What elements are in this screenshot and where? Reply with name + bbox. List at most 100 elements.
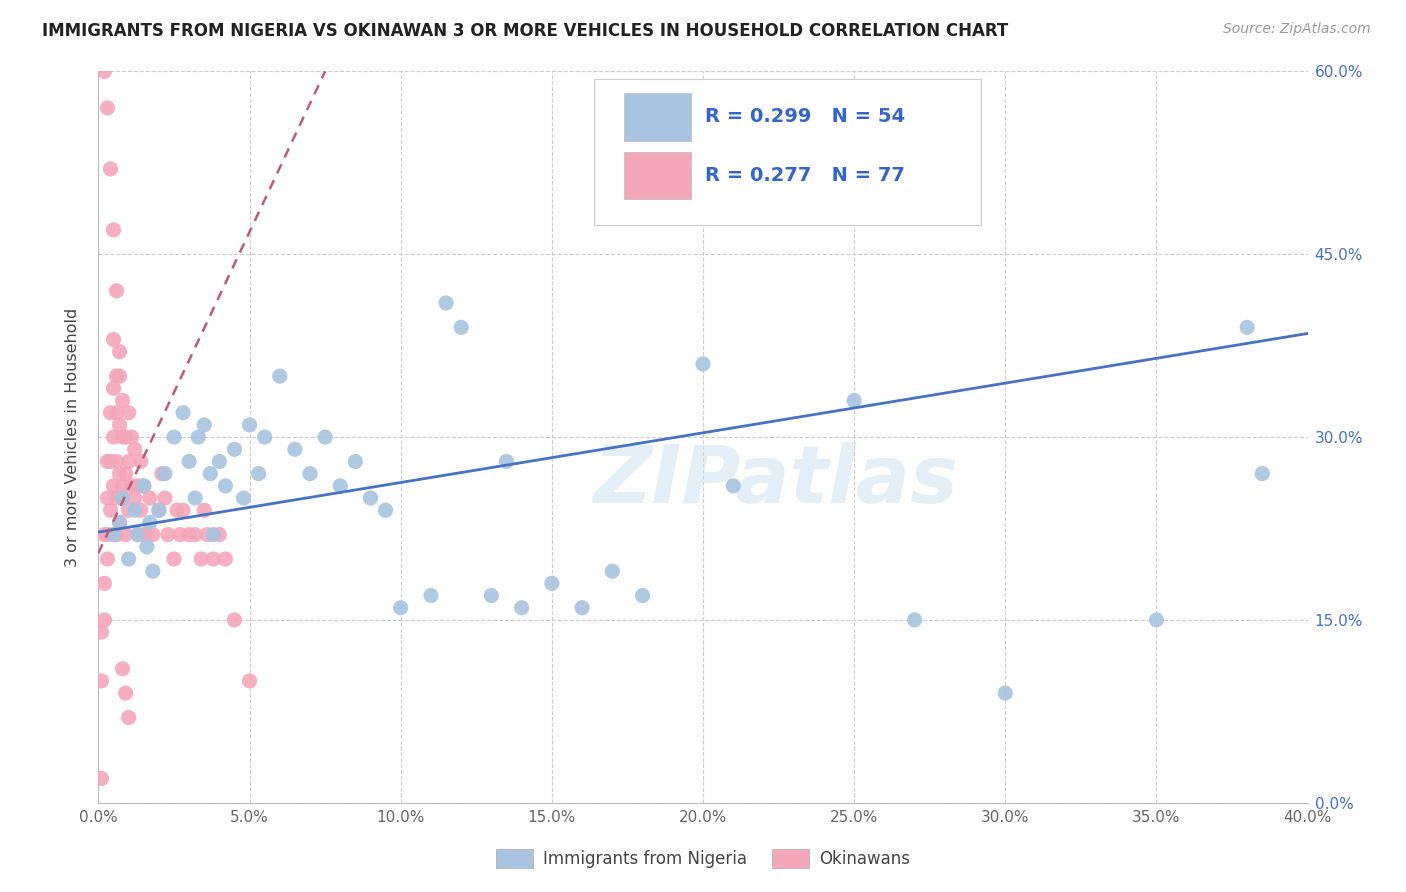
Point xyxy=(602,564,624,578)
Point xyxy=(202,552,225,566)
Point xyxy=(232,491,254,505)
Point xyxy=(190,552,212,566)
Point xyxy=(299,467,322,481)
Point xyxy=(540,576,562,591)
Point xyxy=(163,430,186,444)
Point xyxy=(96,552,118,566)
Point xyxy=(96,491,118,505)
Point xyxy=(153,467,176,481)
Point xyxy=(108,417,131,432)
Point xyxy=(111,491,134,505)
Point xyxy=(124,442,146,457)
Point xyxy=(114,467,136,481)
Point xyxy=(142,527,165,541)
Text: ZIPatlas: ZIPatlas xyxy=(593,442,957,520)
Point xyxy=(195,527,218,541)
Point xyxy=(103,527,125,541)
Point xyxy=(142,564,165,578)
Point xyxy=(103,223,125,237)
Point xyxy=(169,527,191,541)
FancyBboxPatch shape xyxy=(624,94,690,141)
Point xyxy=(127,479,149,493)
Point xyxy=(114,527,136,541)
Point xyxy=(172,406,194,420)
Point xyxy=(247,467,270,481)
Point xyxy=(90,673,112,688)
Point xyxy=(450,320,472,334)
Point xyxy=(1144,613,1167,627)
Point xyxy=(224,442,246,457)
Legend: Immigrants from Nigeria, Okinawans: Immigrants from Nigeria, Okinawans xyxy=(489,842,917,875)
Point xyxy=(420,589,443,603)
Point xyxy=(100,503,122,517)
Point xyxy=(135,540,157,554)
Point xyxy=(200,467,222,481)
Point xyxy=(132,527,155,541)
Point xyxy=(510,600,533,615)
Point xyxy=(118,503,141,517)
Point xyxy=(389,600,412,615)
Point xyxy=(108,467,131,481)
FancyBboxPatch shape xyxy=(595,78,981,225)
Point xyxy=(723,479,745,493)
Point xyxy=(214,552,236,566)
Point xyxy=(179,454,201,468)
Point xyxy=(96,101,118,115)
Point xyxy=(108,516,131,530)
Text: Source: ZipAtlas.com: Source: ZipAtlas.com xyxy=(1223,22,1371,37)
Point xyxy=(495,454,517,468)
Point xyxy=(156,527,179,541)
Point xyxy=(184,491,207,505)
Point xyxy=(103,333,125,347)
Point xyxy=(193,417,215,432)
Point xyxy=(163,552,186,566)
Point xyxy=(153,491,176,505)
Point xyxy=(193,503,215,517)
Point xyxy=(93,527,115,541)
Point xyxy=(148,503,170,517)
Point xyxy=(253,430,276,444)
Point xyxy=(111,479,134,493)
Point xyxy=(202,527,225,541)
FancyBboxPatch shape xyxy=(624,152,690,200)
Point xyxy=(360,491,382,505)
Point xyxy=(105,284,128,298)
Point xyxy=(103,381,125,395)
Point xyxy=(96,527,118,541)
Point xyxy=(269,369,291,384)
Point xyxy=(127,527,149,541)
Point xyxy=(118,406,141,420)
Point xyxy=(187,430,209,444)
Point xyxy=(1236,320,1258,334)
Point xyxy=(103,430,125,444)
Point xyxy=(344,454,367,468)
Point xyxy=(105,491,128,505)
Point xyxy=(844,393,866,408)
Point xyxy=(96,454,118,468)
Point xyxy=(329,479,352,493)
Point xyxy=(284,442,307,457)
Point xyxy=(314,430,336,444)
Point xyxy=(121,479,143,493)
Point xyxy=(105,527,128,541)
Point xyxy=(108,344,131,359)
Point xyxy=(139,516,162,530)
Point xyxy=(114,430,136,444)
Point xyxy=(208,527,231,541)
Point xyxy=(93,64,115,78)
Point xyxy=(132,479,155,493)
Point xyxy=(1251,467,1274,481)
Point xyxy=(208,454,231,468)
Y-axis label: 3 or more Vehicles in Household: 3 or more Vehicles in Household xyxy=(65,308,80,566)
Point xyxy=(374,503,396,517)
Point xyxy=(111,393,134,408)
Point xyxy=(108,516,131,530)
Point xyxy=(129,503,152,517)
Point xyxy=(118,552,141,566)
Point xyxy=(100,454,122,468)
Point xyxy=(132,479,155,493)
Text: R = 0.277   N = 77: R = 0.277 N = 77 xyxy=(706,166,905,185)
Point xyxy=(111,430,134,444)
Point xyxy=(904,613,927,627)
Point xyxy=(118,710,141,724)
